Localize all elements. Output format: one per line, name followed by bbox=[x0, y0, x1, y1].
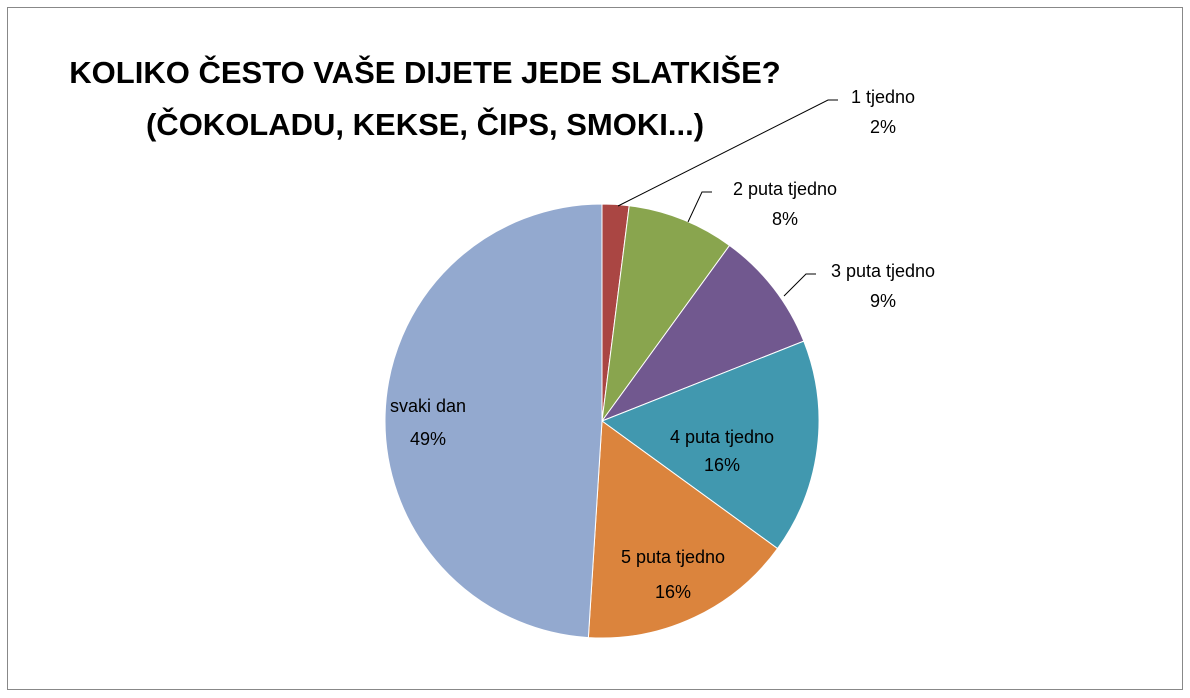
chart-title: KOLIKO ČESTO VAŠE DIJETE JEDE SLATKIŠE? bbox=[69, 54, 780, 90]
data-label-name: 2 puta tjedno bbox=[733, 179, 837, 199]
data-label-name: svaki dan bbox=[390, 396, 466, 416]
data-label-value: 8% bbox=[772, 209, 798, 229]
leader-line bbox=[617, 99, 838, 207]
data-label-value: 2% bbox=[870, 117, 896, 137]
data-label-name: 1 tjedno bbox=[851, 87, 915, 107]
data-label-value: 49% bbox=[410, 429, 446, 449]
pie-slice bbox=[601, 205, 731, 422]
data-label-name: 4 puta tjedno bbox=[670, 427, 774, 447]
data-label-name: 5 puta tjedno bbox=[621, 547, 725, 567]
leader-line bbox=[783, 273, 816, 297]
data-label-value: 16% bbox=[704, 455, 740, 475]
leader-line bbox=[687, 191, 712, 223]
chart-title: (ČOKOLADU, KEKSE, ČIPS, SMOKI...) bbox=[146, 106, 704, 142]
data-label-value: 9% bbox=[870, 291, 896, 311]
pie-slice bbox=[587, 420, 779, 639]
pie-slice bbox=[600, 340, 820, 550]
data-label-name: 3 puta tjedno bbox=[831, 261, 935, 281]
pie-slice bbox=[600, 244, 805, 423]
data-label-value: 16% bbox=[655, 582, 691, 602]
pie-slice bbox=[384, 203, 603, 639]
